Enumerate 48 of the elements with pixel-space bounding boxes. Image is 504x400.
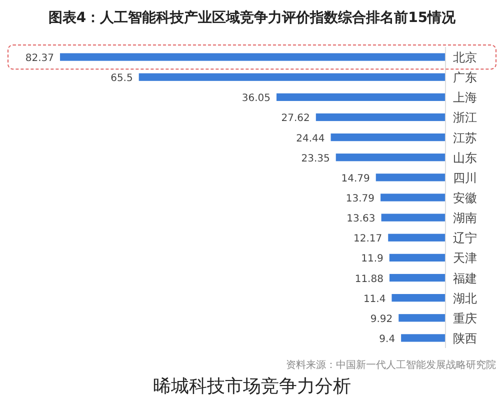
text: 资料来源：中国新一代人工智能发展战略研究院 [286,359,496,371]
data-label: 82.37 [25,53,54,64]
y-tick-label: 上海 [453,90,477,105]
data-label: 27.62 [281,113,310,124]
bar [316,113,445,122]
y-tick-label: 四川 [453,170,477,185]
data-label: 13.79 [346,194,375,204]
bar [401,334,445,342]
y-tick-label: 安徽 [453,191,477,205]
y-tick-label: 山东 [453,150,477,165]
chart-title: 图表4：人工智能科技产业区域竞争力评价指数综合排名前15情况 [48,9,457,26]
bar [330,133,445,142]
data-label: 24.44 [296,133,325,144]
y-tick-label: 浙江 [453,110,477,125]
y-tick-label: 广东 [453,70,477,85]
y-tick-label: 重庆 [453,311,477,326]
y-tick-label: 天津 [453,251,477,266]
bar [392,294,445,302]
bar [388,234,445,242]
bar [398,314,445,322]
data-label: 12.17 [353,234,382,245]
bar [336,154,445,162]
y-tick-label: 湖南 [453,211,477,226]
y-tick-label: 北京 [453,50,477,65]
y-tick-label: 辽宁 [453,231,477,246]
bar [276,93,445,101]
data-label: 11.9 [361,254,384,265]
bar [60,53,445,61]
data-label: 13.63 [346,214,376,225]
y-tick-label: 福建 [453,271,477,286]
y-tick-label: 陕西 [453,331,477,346]
bar [376,174,445,182]
data-label: 65.5 [110,73,133,84]
data-label: 23.35 [301,153,330,164]
text: 晞城科技市场竞争力分析 [153,376,351,397]
data-label: 11.4 [363,294,386,305]
bar [389,254,445,262]
bar [389,274,445,282]
data-label: 36.05 [242,93,270,104]
data-label: 9.4 [379,334,396,345]
data-label: 11.88 [354,274,384,285]
y-tick-label: 湖北 [453,291,477,306]
data-label: 14.79 [341,173,370,184]
bar [138,73,445,81]
data-label: 9.92 [370,314,393,325]
bar [381,214,445,222]
y-tick-label: 江苏 [453,130,477,145]
bar [380,194,445,202]
